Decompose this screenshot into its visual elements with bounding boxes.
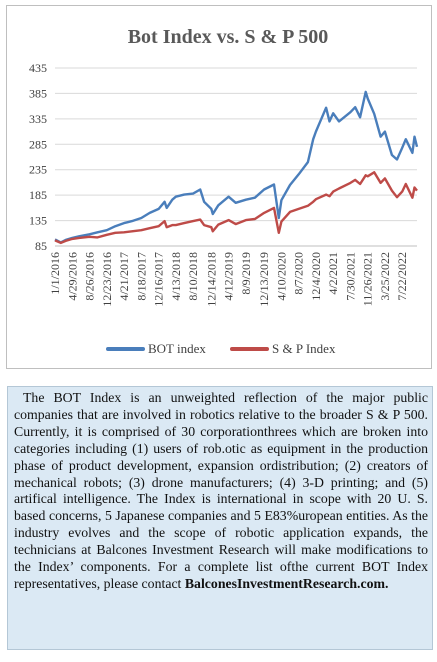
x-tick-label: 12/4/2020 <box>309 252 323 301</box>
description-text: The BOT Index is an unweighted reflectio… <box>14 390 428 593</box>
y-tick-label: 135 <box>29 214 47 228</box>
x-tick-label: 1/1/2016 <box>48 252 62 295</box>
y-tick-label: 385 <box>29 86 47 100</box>
x-tick-label: 12/23/2016 <box>100 252 114 307</box>
x-tick-label: 8/18/2017 <box>134 252 148 301</box>
y-tick-label: 185 <box>29 188 47 202</box>
gridlines <box>55 67 417 247</box>
y-tick-label: 285 <box>29 137 47 151</box>
x-tick-label: 7/30/2021 <box>343 252 357 301</box>
x-tick-label: 12/16/2017 <box>152 252 166 307</box>
y-tick-label: 85 <box>35 239 47 253</box>
line-chart: Bot Index vs. S & P 500 85 135 185 235 285 33… <box>29 26 419 356</box>
chart-panel: Bot Index vs. S & P 500 85 135 185 235 285 33… <box>6 5 432 369</box>
series-line-sp-index <box>54 171 418 245</box>
legend-label-sp-index: S & P Index <box>272 341 336 356</box>
series-line-bot-index <box>54 90 419 244</box>
x-tick-label: 4/21/2017 <box>117 252 131 301</box>
x-tick-label: 4/13/2018 <box>169 252 183 301</box>
x-tick-label: 4/12/2019 <box>222 252 236 301</box>
contact-website-link[interactable]: BalconesInvestmentResearch.com. <box>184 575 389 591</box>
x-tick-label: 4/10/2020 <box>274 252 288 301</box>
x-tick-label: 8/7/2020 <box>292 252 306 295</box>
x-tick-label: 8/26/2016 <box>83 252 97 301</box>
x-tick-label: 8/9/2019 <box>239 252 253 295</box>
x-tick-label: 4/2/2021 <box>326 252 340 295</box>
x-tick-label: 12/14/2018 <box>204 252 218 307</box>
x-tick-label: 3/25/2022 <box>378 252 392 301</box>
legend-label-bot-index: BOT index <box>148 341 206 356</box>
legend: BOT index S & P Index <box>106 341 336 356</box>
description-panel: The BOT Index is an unweighted reflectio… <box>7 386 433 650</box>
description-body: The BOT Index is an unweighted reflectio… <box>14 390 428 591</box>
x-tick-label: 11/26/2021 <box>361 252 375 306</box>
y-tick-label: 435 <box>29 61 47 75</box>
series-lines <box>54 90 419 245</box>
x-tick-label: 8/10/2018 <box>186 252 200 301</box>
x-tick-label: 4/29/2016 <box>65 252 79 301</box>
y-tick-label: 335 <box>29 112 47 126</box>
y-tick-label: 235 <box>29 163 47 177</box>
y-axis-ticks: 85 135 185 235 285 335 385 435 <box>29 61 47 253</box>
chart-title: Bot Index vs. S & P 500 <box>128 26 329 48</box>
x-tick-label: 7/22/2022 <box>395 252 409 301</box>
x-tick-label: 12/13/2019 <box>257 252 271 307</box>
x-axis-ticks: 1/1/2016 4/29/2016 8/26/2016 12/23/2016 4/21… <box>48 252 409 307</box>
